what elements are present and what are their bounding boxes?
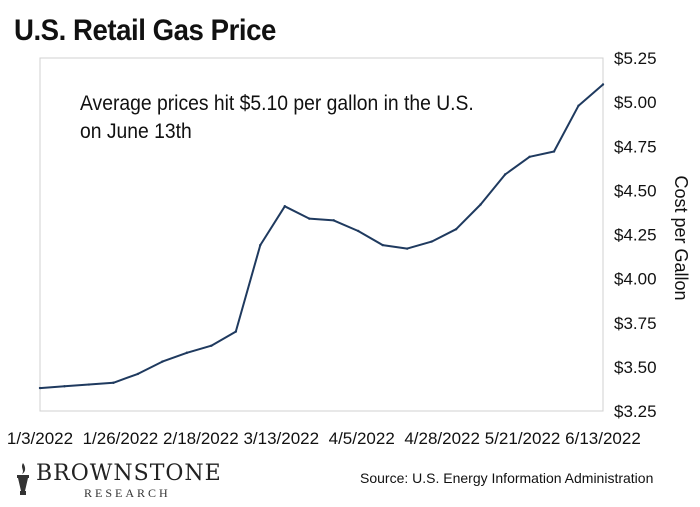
price-data-point xyxy=(430,240,433,243)
price-data-point xyxy=(38,386,42,390)
price-data-point xyxy=(63,385,66,388)
y-tick-label: $4.75 xyxy=(614,137,657,156)
price-data-point xyxy=(210,344,213,347)
price-data-point xyxy=(234,330,238,333)
y-tick-label: $4.25 xyxy=(614,226,657,245)
price-data-point xyxy=(87,383,91,386)
annotation-line-2: on June 13th xyxy=(80,120,192,143)
price-data-point xyxy=(161,360,164,363)
price-data-point xyxy=(381,243,384,247)
price-data-point xyxy=(577,104,580,107)
logo-name: BROWNSTONE xyxy=(36,461,222,486)
x-tick-label: 3/13/2022 xyxy=(243,429,319,448)
price-series-line xyxy=(39,83,604,390)
price-data-point xyxy=(259,243,262,247)
source-note: Source: U.S. Energy Information Administ… xyxy=(360,470,654,486)
price-data-point xyxy=(332,219,335,222)
logo-subtitle: RESEARCH xyxy=(84,486,171,500)
price-data-point xyxy=(503,173,507,176)
x-tick-label: 1/3/2022 xyxy=(7,429,73,448)
price-data-point xyxy=(405,247,409,250)
y-tick-label: $3.50 xyxy=(614,358,657,377)
price-data-point xyxy=(136,372,140,376)
y-tick-label: $3.25 xyxy=(614,402,657,421)
price-data-point xyxy=(308,217,311,220)
x-tick-label: 4/28/2022 xyxy=(404,429,480,448)
x-tick-label: 2/18/2022 xyxy=(163,429,239,448)
brownstone-logo: BROWNSTONE RESEARCH xyxy=(12,459,242,500)
x-tick-label: 4/5/2022 xyxy=(329,429,395,448)
y-tick-label: $4.50 xyxy=(614,181,657,200)
annotation-line-1: Average prices hit $5.10 per gallon in t… xyxy=(80,92,474,115)
price-data-point xyxy=(185,351,189,354)
torch-logo-icon xyxy=(17,463,29,495)
price-data-point xyxy=(357,229,360,233)
plot-area xyxy=(39,57,604,412)
price-data-point xyxy=(601,83,605,86)
y-tick-label: $4.00 xyxy=(614,270,657,289)
x-tick-label: 6/13/2022 xyxy=(565,429,641,448)
price-data-point xyxy=(454,228,458,231)
chart-title: U.S. Retail Gas Price xyxy=(14,14,276,47)
price-data-point xyxy=(552,150,556,153)
chart-annotation: Average prices hit $5.10 per gallon in t… xyxy=(80,90,485,146)
x-tick-label: 1/26/2022 xyxy=(83,429,159,448)
price-data-point xyxy=(112,381,115,384)
y-tick-label: $5.25 xyxy=(614,49,657,68)
price-data-point xyxy=(479,203,482,206)
y-tick-label: $3.75 xyxy=(614,314,657,333)
y-tick-label: $5.00 xyxy=(614,93,657,112)
price-data-point xyxy=(283,205,286,208)
x-tick-label: 5/21/2022 xyxy=(485,429,561,448)
y-axis-title: Cost per Gallon xyxy=(671,175,691,300)
price-data-point xyxy=(528,155,531,159)
